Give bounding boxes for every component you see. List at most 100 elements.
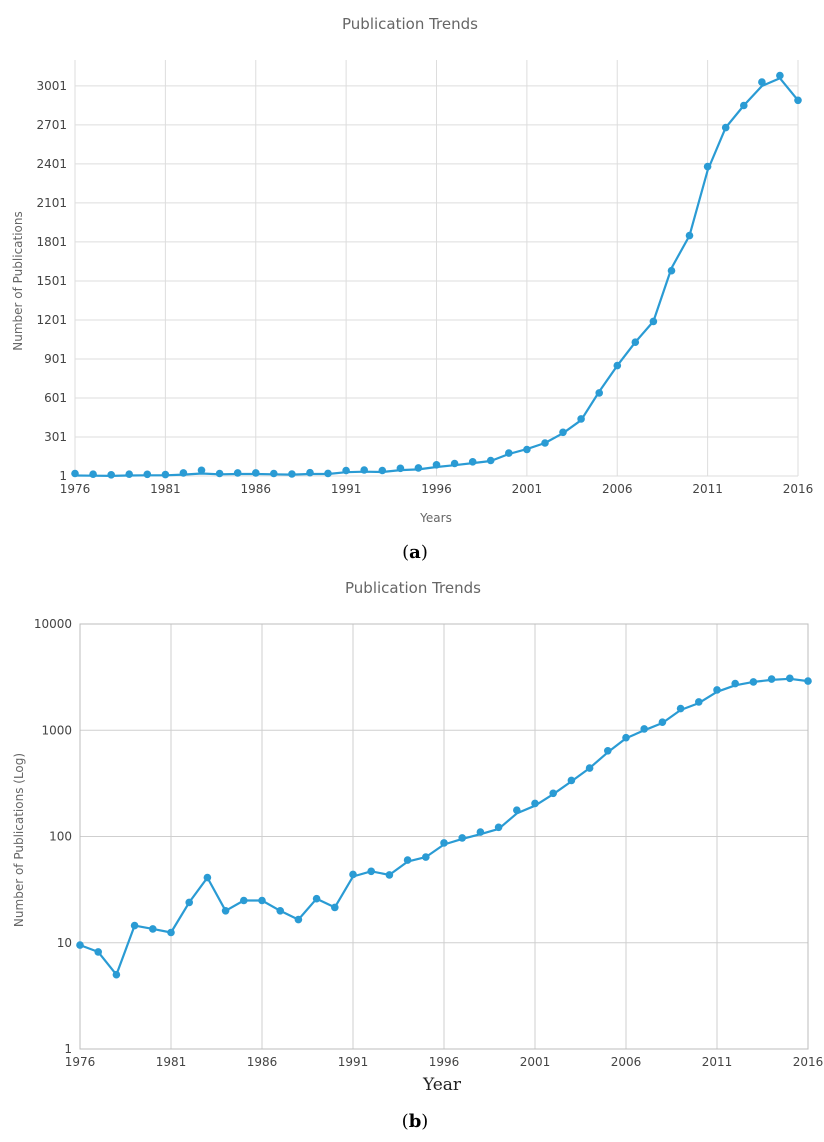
chart-b-points xyxy=(76,674,812,979)
caption-a: (a) xyxy=(402,542,428,563)
data-point xyxy=(276,907,285,915)
data-point xyxy=(713,686,721,694)
y-tick-label: 10 xyxy=(57,936,72,950)
chart-b-y-axis-label: Number of Publications (Log) xyxy=(12,753,26,927)
chart-a-grid xyxy=(74,60,799,477)
y-tick-label: 1801 xyxy=(36,235,67,249)
x-tick-label: 2011 xyxy=(702,1055,733,1069)
data-point xyxy=(631,338,640,347)
data-point xyxy=(513,806,521,814)
data-point xyxy=(324,469,332,478)
data-point xyxy=(312,894,321,903)
data-point xyxy=(613,361,622,370)
y-tick-label: 601 xyxy=(44,391,67,405)
caption-a-letter: a xyxy=(409,542,421,563)
data-point xyxy=(440,839,448,847)
panel-a: Publication Trends 1 301 601 901 1201 1501 180… xyxy=(11,15,813,563)
data-point xyxy=(658,718,667,726)
x-tick-label: 1996 xyxy=(421,482,452,496)
data-point xyxy=(288,470,296,478)
data-point xyxy=(476,828,485,836)
data-point xyxy=(422,853,430,861)
chart-b-grid xyxy=(79,623,809,1050)
data-point xyxy=(342,466,350,475)
chart-a-title: Publication Trends xyxy=(342,15,478,33)
data-point xyxy=(149,925,157,933)
data-point xyxy=(585,764,594,772)
chart-b-title: Publication Trends xyxy=(345,579,481,597)
data-point xyxy=(531,799,539,808)
data-point xyxy=(604,747,612,755)
chart-a-y-axis-label: Number of Publications xyxy=(11,211,25,351)
data-point xyxy=(179,469,188,477)
y-tick-label: 3001 xyxy=(36,79,67,93)
data-point xyxy=(767,675,776,683)
y-tick-label: 2401 xyxy=(36,157,67,171)
x-tick-label: 2006 xyxy=(602,482,633,496)
chart-a-y-ticks: 1 301 601 901 1201 1501 1801 2101 2401 2701 3001 xyxy=(36,79,67,483)
data-point xyxy=(185,898,193,907)
data-point xyxy=(360,466,369,474)
x-tick-label: 1991 xyxy=(338,1055,369,1069)
y-tick-label: 1 xyxy=(59,469,67,483)
data-point xyxy=(685,231,694,240)
chart-a-x-ticks: 1976 1981 1986 1991 1996 2001 2006 2011 2016 xyxy=(60,482,814,496)
y-tick-label: 1 xyxy=(64,1042,72,1056)
data-point xyxy=(523,445,531,454)
data-point xyxy=(125,470,133,479)
data-point xyxy=(385,871,394,879)
y-tick-label: 100 xyxy=(49,830,72,844)
data-point xyxy=(130,921,139,930)
x-tick-label: 1986 xyxy=(240,482,271,496)
data-point xyxy=(667,266,676,275)
data-point xyxy=(549,789,557,798)
x-tick-label: 2016 xyxy=(783,482,814,496)
data-point xyxy=(71,469,79,478)
x-tick-label: 1981 xyxy=(156,1055,187,1069)
x-tick-label: 1996 xyxy=(429,1055,460,1069)
data-point xyxy=(107,471,115,479)
data-point xyxy=(676,704,685,713)
data-point xyxy=(740,101,748,110)
data-point xyxy=(349,870,357,879)
data-point xyxy=(758,78,766,86)
data-point xyxy=(450,459,459,468)
data-point xyxy=(776,71,784,80)
y-tick-label: 2101 xyxy=(36,196,67,210)
data-point xyxy=(378,466,387,475)
x-tick-label: 2011 xyxy=(692,482,723,496)
data-point xyxy=(143,470,152,479)
data-point xyxy=(167,928,175,937)
data-point xyxy=(252,469,260,477)
chart-b-x-axis-label: Year xyxy=(422,1075,462,1095)
data-point xyxy=(161,470,170,479)
data-point xyxy=(221,907,230,915)
x-tick-label: 1976 xyxy=(60,482,91,496)
x-tick-label: 2001 xyxy=(520,1055,551,1069)
y-tick-label: 301 xyxy=(44,430,67,444)
data-point xyxy=(494,823,503,832)
caption-b: (b) xyxy=(402,1111,429,1132)
data-point xyxy=(468,458,477,466)
data-point xyxy=(505,449,513,457)
data-point xyxy=(258,896,266,905)
data-point xyxy=(731,679,739,688)
data-point xyxy=(94,948,102,956)
y-tick-label: 1000 xyxy=(41,723,72,737)
data-point xyxy=(233,469,242,477)
data-point xyxy=(112,970,121,979)
x-tick-label: 1976 xyxy=(65,1055,96,1069)
plot-frame xyxy=(79,623,809,1050)
chart-a-points xyxy=(71,71,802,479)
data-point xyxy=(270,469,278,478)
data-point xyxy=(695,698,703,706)
y-tick-label: 2701 xyxy=(36,118,67,132)
data-point xyxy=(396,464,405,473)
x-tick-label: 2016 xyxy=(793,1055,824,1069)
data-point xyxy=(203,873,212,882)
data-point xyxy=(306,468,314,477)
data-point xyxy=(294,915,303,924)
data-point xyxy=(76,941,84,949)
